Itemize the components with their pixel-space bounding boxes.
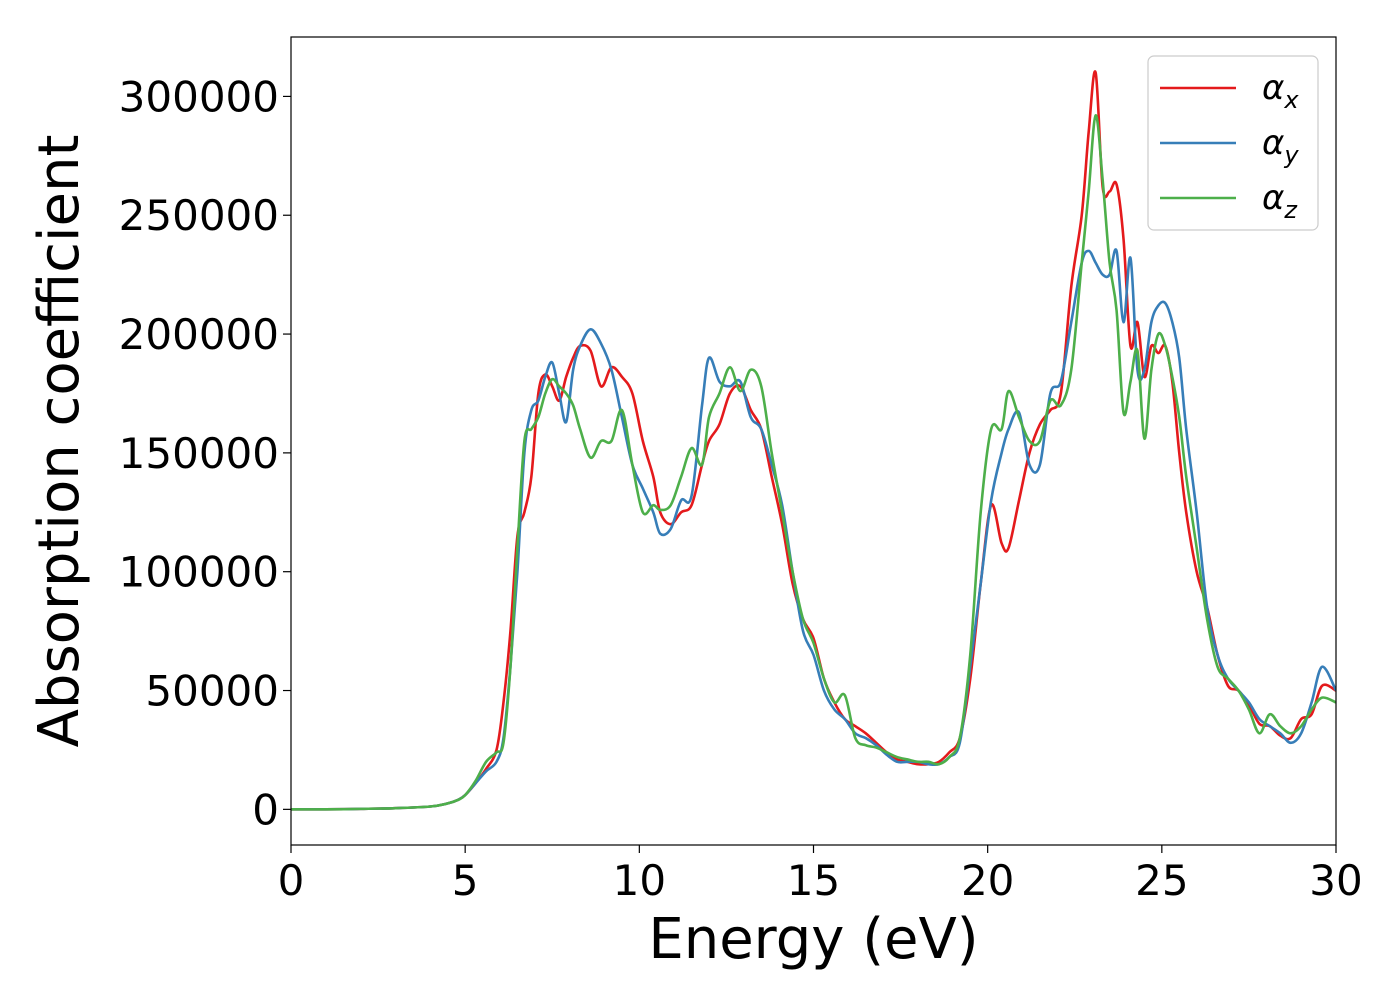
y-tick-label: 250000 xyxy=(119,191,279,240)
x-tick-label: 25 xyxy=(1135,856,1188,905)
x-tick-label: 0 xyxy=(278,856,305,905)
y-tick-label: 50000 xyxy=(145,667,279,716)
y-tick-label: 0 xyxy=(252,785,279,834)
legend-subscript-z: z xyxy=(1283,196,1298,224)
x-tick-label: 15 xyxy=(787,856,840,905)
x-axis: 0 5 10 15 20 25 30 xyxy=(278,845,1363,905)
x-tick-label: 30 xyxy=(1309,856,1362,905)
y-axis-label: Absorption coefficient xyxy=(27,135,92,748)
x-tick-label: 10 xyxy=(613,856,666,905)
x-tick-label: 5 xyxy=(452,856,479,905)
plot-lines xyxy=(291,70,1336,811)
legend-subscript-y: y xyxy=(1283,141,1299,169)
y-tick-label: 150000 xyxy=(119,429,279,478)
y-tick-label: 200000 xyxy=(119,310,279,359)
x-tick-label: 20 xyxy=(961,856,1014,905)
series-line-y xyxy=(291,248,1336,811)
legend-entry-z: αz xyxy=(1262,178,1298,224)
y-tick-label: 300000 xyxy=(119,72,279,121)
series-line-z xyxy=(291,114,1336,811)
y-tick-label: 100000 xyxy=(119,548,279,597)
legend-subscript-x: x xyxy=(1283,86,1299,114)
x-axis-label: Energy (eV) xyxy=(648,907,978,972)
y-axis: 0 50000 100000 150000 200000 250000 300000 xyxy=(119,72,291,834)
